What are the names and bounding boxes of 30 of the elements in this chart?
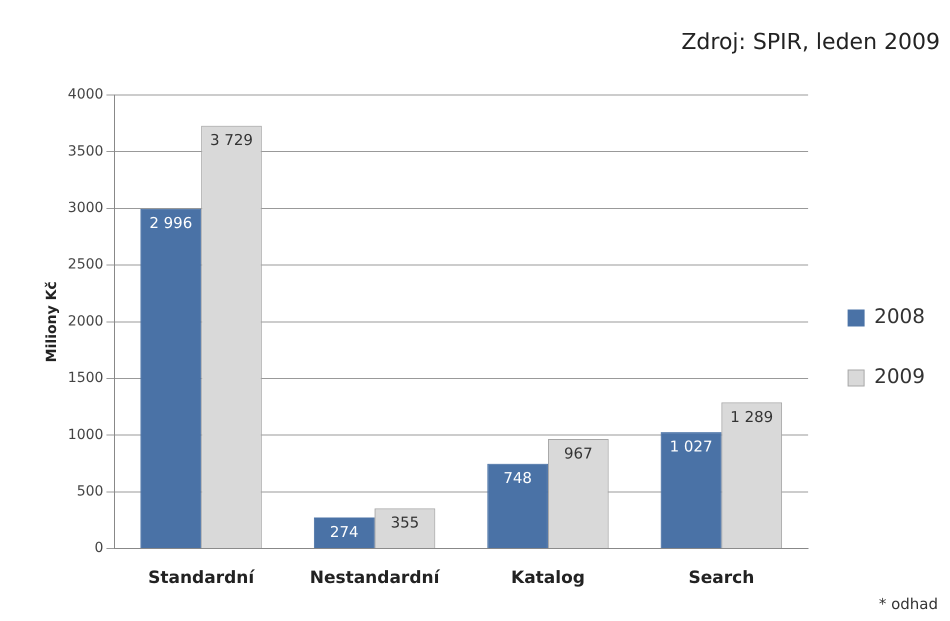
bar — [660, 432, 722, 548]
data-label: 1 027 — [670, 438, 713, 456]
y-tick-label: 500 — [76, 484, 104, 500]
bar — [487, 464, 548, 548]
x-tick-label: Search — [688, 568, 754, 588]
y-tick-label: 3000 — [68, 200, 104, 216]
x-tick-label: Standardní — [148, 568, 256, 588]
data-label: 274 — [330, 522, 359, 541]
y-axis-title: Miliony Kč — [44, 281, 60, 362]
data-label: 355 — [390, 514, 420, 532]
data-label: 748 — [503, 469, 532, 488]
y-tick-label: 2000 — [68, 313, 104, 330]
x-tick-label: Katalog — [511, 568, 585, 588]
legend-label: 2008 — [874, 304, 926, 328]
data-label: 3 729 — [210, 131, 253, 150]
bar — [314, 518, 375, 548]
data-label: 2 996 — [149, 214, 192, 232]
data-label: 967 — [564, 444, 593, 462]
legend-label: 2009 — [874, 364, 926, 388]
y-tick-label: 1500 — [68, 370, 104, 386]
y-tick-label: 4000 — [68, 86, 104, 103]
text: * odhad — [878, 595, 938, 613]
y-tick-label: 3500 — [68, 143, 104, 160]
text: Zdroj: SPIR, leden 2009 — [681, 30, 940, 55]
y-tick-label: 1000 — [68, 426, 104, 443]
y-tick-label: 2500 — [68, 256, 104, 273]
y-tick-label: 0 — [94, 540, 104, 556]
bar — [140, 208, 202, 548]
data-label: 1 289 — [730, 408, 774, 426]
x-tick-label: Nestandardní — [310, 568, 441, 588]
